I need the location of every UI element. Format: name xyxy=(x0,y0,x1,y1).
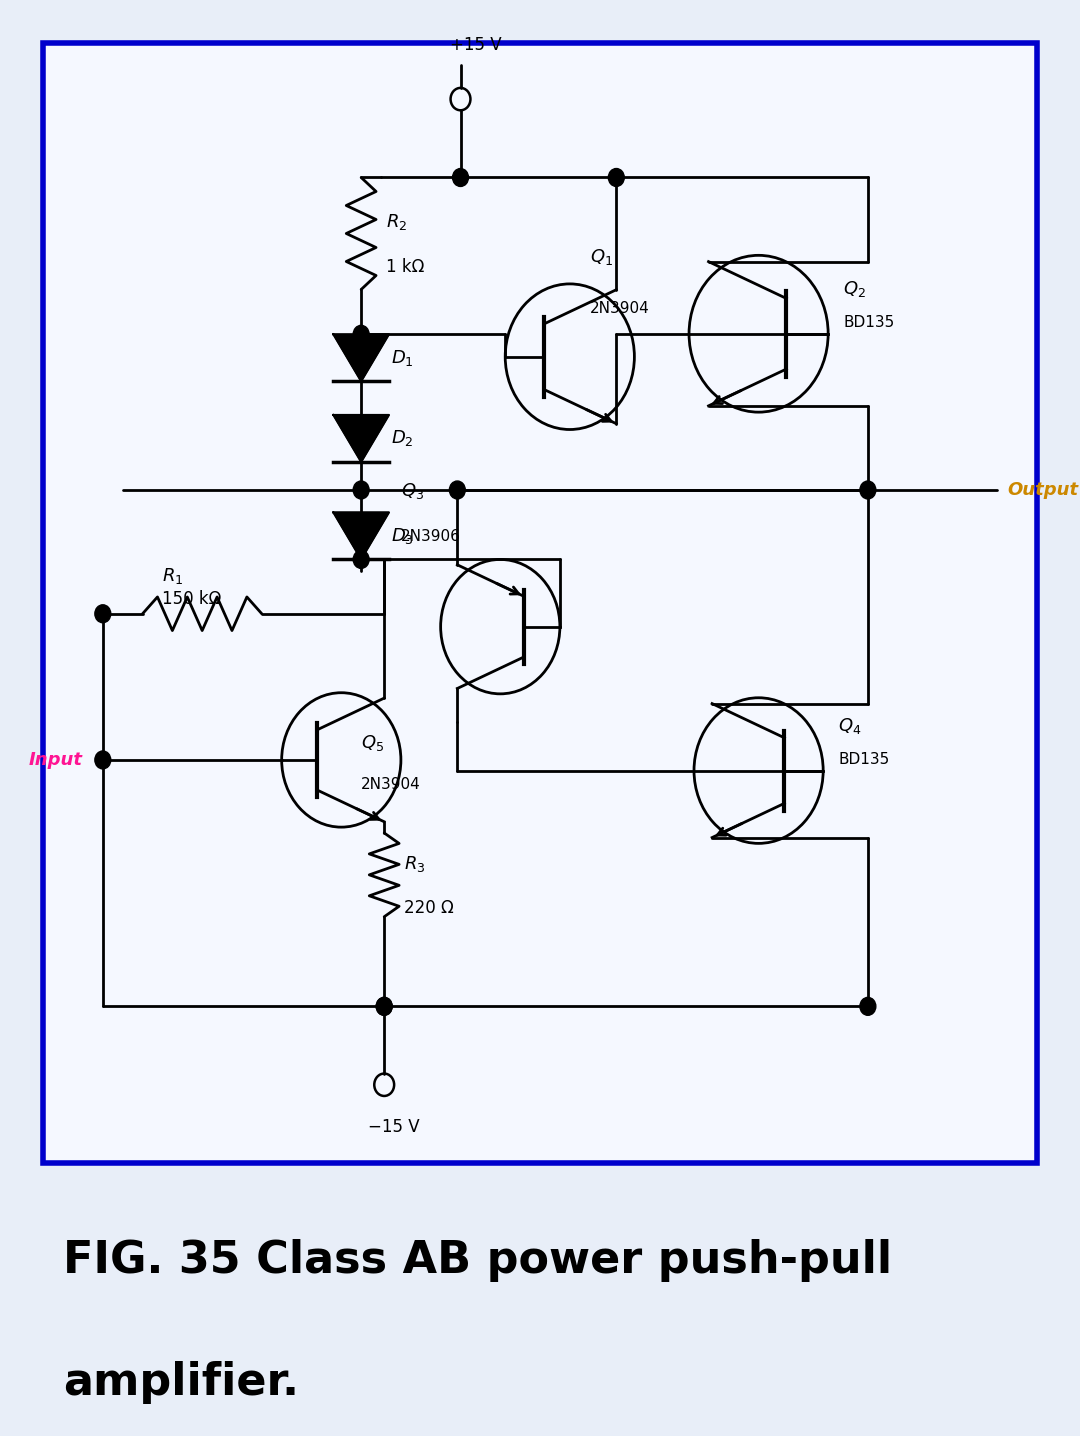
Text: +15 V: +15 V xyxy=(449,36,501,55)
Circle shape xyxy=(376,998,392,1015)
Circle shape xyxy=(860,481,876,498)
Circle shape xyxy=(376,998,392,1015)
Circle shape xyxy=(95,751,111,768)
Polygon shape xyxy=(334,415,389,462)
Text: 220 Ω: 220 Ω xyxy=(404,899,454,918)
Circle shape xyxy=(353,550,369,569)
Polygon shape xyxy=(334,335,389,382)
Text: $Q_2$: $Q_2$ xyxy=(843,279,866,299)
Text: 1 kΩ: 1 kΩ xyxy=(386,258,424,276)
Circle shape xyxy=(353,326,369,343)
Text: 150 kΩ: 150 kΩ xyxy=(162,590,221,609)
Text: −15 V: −15 V xyxy=(368,1119,420,1136)
Text: $D_1$: $D_1$ xyxy=(391,348,414,368)
Circle shape xyxy=(453,168,469,187)
Text: $D_3$: $D_3$ xyxy=(391,526,414,546)
Text: $R_3$: $R_3$ xyxy=(404,853,426,873)
Text: $Q_3$: $Q_3$ xyxy=(401,481,424,501)
Text: Input: Input xyxy=(29,751,83,768)
Circle shape xyxy=(353,481,369,498)
Text: $R_1$: $R_1$ xyxy=(162,566,184,586)
Text: $Q_5$: $Q_5$ xyxy=(361,734,384,752)
Polygon shape xyxy=(334,513,389,560)
FancyBboxPatch shape xyxy=(43,43,1037,1163)
Text: $D_2$: $D_2$ xyxy=(391,428,414,448)
Text: amplifier.: amplifier. xyxy=(63,1361,299,1403)
Text: 2N3904: 2N3904 xyxy=(361,777,421,791)
Text: FIG. 35 Class AB power push-pull: FIG. 35 Class AB power push-pull xyxy=(63,1238,892,1281)
Text: Output: Output xyxy=(1007,481,1078,498)
Circle shape xyxy=(95,605,111,623)
Text: BD135: BD135 xyxy=(838,752,889,767)
Text: $Q_4$: $Q_4$ xyxy=(838,715,862,735)
Text: 2N3904: 2N3904 xyxy=(590,300,649,316)
Text: $Q_1$: $Q_1$ xyxy=(590,247,612,267)
Circle shape xyxy=(608,168,624,187)
Circle shape xyxy=(860,998,876,1015)
Text: 2N3906: 2N3906 xyxy=(401,530,461,544)
Text: $R_2$: $R_2$ xyxy=(386,213,407,233)
Circle shape xyxy=(449,481,465,498)
Text: BD135: BD135 xyxy=(843,314,894,330)
